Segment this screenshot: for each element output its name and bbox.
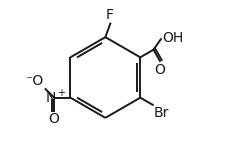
Text: N: N [46, 91, 56, 105]
Text: +: + [57, 88, 65, 98]
Text: F: F [106, 8, 114, 22]
Text: ⁻O: ⁻O [25, 74, 43, 88]
Text: Br: Br [154, 106, 169, 120]
Text: O: O [155, 63, 165, 77]
Text: O: O [48, 112, 59, 126]
Text: OH: OH [163, 31, 184, 45]
